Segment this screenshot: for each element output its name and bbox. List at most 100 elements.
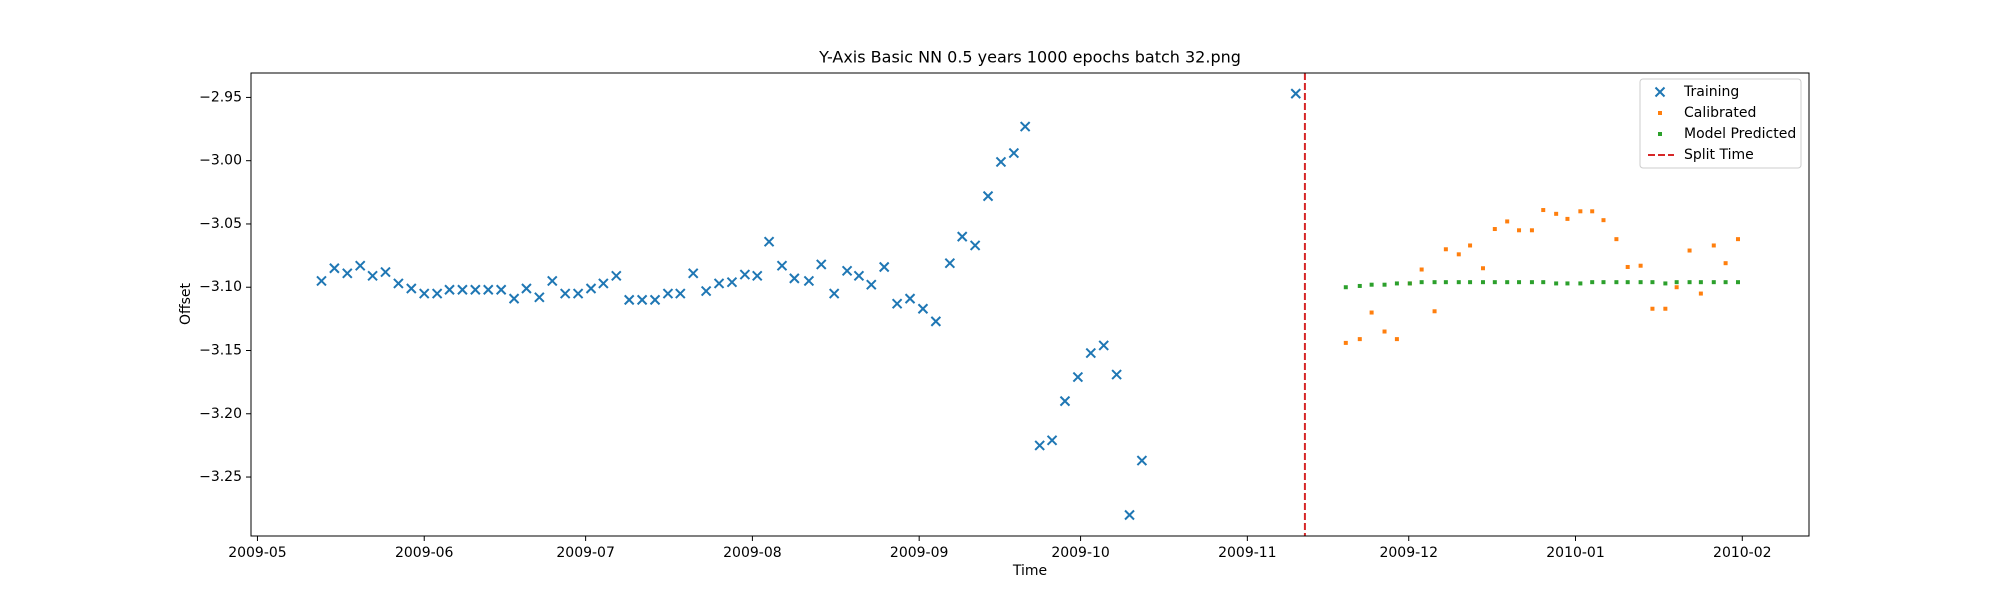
point [1650, 306, 1655, 311]
point [1578, 281, 1583, 286]
point [1432, 280, 1437, 285]
point [367, 270, 378, 282]
y-tick-label: −3.20 [199, 406, 242, 422]
point [982, 190, 994, 202]
point [431, 288, 443, 299]
point [1529, 280, 1534, 285]
point [1357, 283, 1362, 288]
point [1480, 266, 1485, 271]
point [930, 316, 942, 327]
point [1432, 309, 1437, 314]
point [649, 294, 661, 306]
point [853, 270, 865, 282]
point [1601, 280, 1606, 285]
point [547, 275, 558, 287]
point [1443, 247, 1448, 252]
x-tick-label: 2009-07 [556, 545, 615, 561]
legend-box [1639, 78, 1802, 169]
x-tick-label: 2009-08 [723, 545, 782, 561]
legend-label: Split Time [1684, 147, 1754, 163]
point [1711, 280, 1716, 285]
point [726, 276, 738, 288]
point [969, 240, 981, 251]
point [944, 257, 956, 269]
point [419, 288, 430, 299]
y-axis-label: Offset [178, 282, 194, 325]
point [995, 156, 1007, 168]
point [917, 303, 929, 314]
point [1468, 243, 1473, 248]
point [1008, 147, 1020, 159]
point [1394, 281, 1399, 286]
point [828, 288, 840, 299]
x-tick-label: 2009-09 [890, 545, 949, 561]
point [1357, 337, 1362, 342]
point [1650, 280, 1655, 285]
legend-label: Model Predicted [1684, 126, 1796, 142]
point [1723, 261, 1728, 266]
point [1394, 337, 1399, 342]
point [1554, 211, 1559, 216]
point [713, 278, 725, 289]
point [1590, 209, 1595, 214]
point [521, 283, 532, 294]
x-tick-label: 2009-05 [228, 545, 287, 561]
point [1711, 243, 1716, 248]
point [1046, 435, 1058, 446]
point [483, 284, 494, 295]
y-tick-label: −3.15 [199, 342, 242, 358]
point [1343, 340, 1348, 345]
x-tick-label: 2009-12 [1379, 545, 1438, 561]
series [316, 88, 1301, 521]
point [623, 294, 635, 306]
point [1492, 227, 1497, 232]
y-tick-label: −3.10 [199, 279, 242, 295]
point [1517, 280, 1522, 285]
point [1625, 280, 1630, 285]
y-tick-label: −2.95 [199, 89, 242, 105]
point [1638, 263, 1643, 268]
point [1698, 280, 1703, 285]
x-tick-label: 2009-10 [1051, 545, 1110, 561]
point [1541, 280, 1546, 285]
point [1565, 281, 1570, 286]
point [1034, 440, 1045, 451]
point [1674, 280, 1679, 285]
legend: Training Calibrated Model Predicted Split T… [1639, 78, 1802, 169]
point [1382, 282, 1387, 287]
point [789, 273, 800, 284]
point [739, 269, 751, 280]
point [1407, 281, 1412, 286]
point [675, 288, 686, 299]
point [572, 288, 584, 299]
point [1590, 280, 1595, 285]
point [957, 231, 968, 242]
point [457, 284, 468, 295]
point [1419, 280, 1424, 285]
point [1059, 395, 1071, 407]
point [1529, 228, 1534, 233]
point [866, 279, 877, 290]
point [1443, 280, 1448, 285]
point [700, 285, 712, 297]
point [508, 293, 520, 304]
point [1565, 216, 1570, 221]
y-tick-label: −3.05 [199, 216, 242, 232]
point [342, 268, 353, 279]
y-tick-label: −3.00 [199, 153, 242, 169]
legend-marker [1654, 86, 1666, 98]
point [1578, 209, 1583, 214]
point [1663, 306, 1668, 311]
plot-frame [250, 72, 1810, 537]
point [752, 270, 763, 282]
point [1456, 252, 1461, 257]
point [1505, 219, 1510, 224]
point [1369, 310, 1374, 315]
point [393, 278, 404, 289]
point [688, 268, 699, 279]
legend-marker [1658, 111, 1662, 115]
point [1638, 280, 1643, 285]
point [1111, 369, 1122, 380]
point [841, 265, 853, 276]
